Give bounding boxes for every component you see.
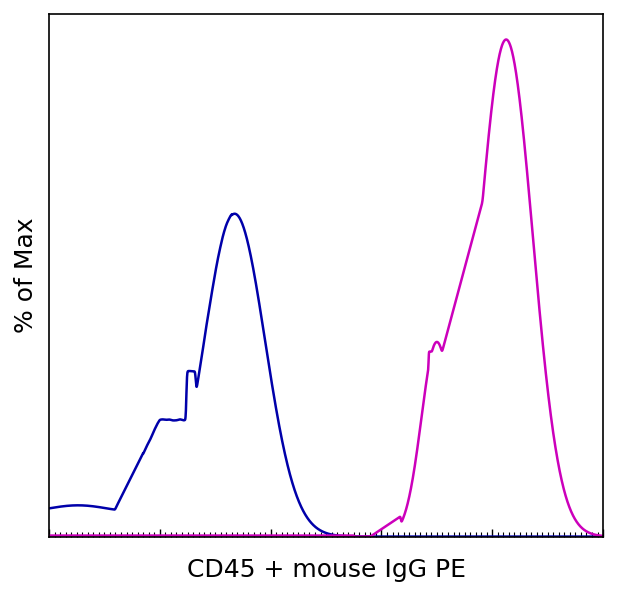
Y-axis label: % of Max: % of Max [14,218,38,333]
X-axis label: CD45 + mouse IgG PE: CD45 + mouse IgG PE [186,558,466,582]
